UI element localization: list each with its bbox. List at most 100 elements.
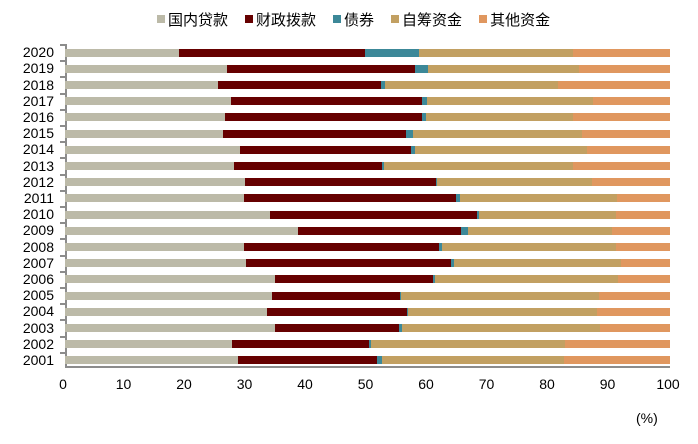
bar-segment — [65, 210, 271, 219]
bar-segment — [245, 259, 451, 268]
plot-area — [65, 44, 670, 368]
bar-segment — [178, 48, 366, 57]
bar-segment — [477, 210, 479, 219]
y-tick-label: 2001 — [22, 351, 54, 368]
legend-label: 债券 — [344, 10, 375, 29]
bar-row-2018 — [65, 81, 670, 89]
bar-segment — [591, 178, 670, 187]
y-tick-mark — [60, 125, 65, 127]
x-tick-label: 90 — [599, 376, 616, 392]
bar-segment — [450, 259, 454, 268]
y-tick-mark — [60, 141, 65, 144]
bar-segment — [371, 340, 565, 349]
y-tick-mark — [60, 270, 65, 273]
bar-segment — [454, 259, 621, 268]
bar-segment — [558, 81, 670, 89]
bar-segment — [460, 194, 617, 203]
bar-segment — [65, 259, 246, 268]
bar-segment — [365, 48, 419, 57]
legend-item: 债券 — [333, 9, 374, 30]
bar-segment — [478, 210, 617, 219]
bar-segment — [231, 340, 369, 349]
y-tick-label: 2007 — [22, 254, 54, 271]
bar-segment — [65, 162, 234, 170]
bar-segment — [421, 113, 427, 122]
legend-swatch-icon — [479, 15, 488, 23]
bar-segment — [245, 178, 436, 187]
x-tick-label: 0 — [59, 376, 67, 392]
bar-segment — [418, 48, 574, 57]
x-tick-label: 10 — [115, 376, 132, 392]
bar-row-2008 — [65, 243, 670, 251]
bar-segment — [611, 226, 670, 235]
y-tick-mark — [60, 44, 65, 46]
bar-row-2014 — [65, 145, 670, 154]
bar-segment — [267, 307, 407, 316]
bar-row-2009 — [65, 226, 670, 235]
bar-row-2006 — [65, 275, 670, 284]
bar-segment — [620, 259, 670, 268]
bar-segment — [65, 145, 240, 154]
bar-segment — [377, 356, 382, 365]
y-tick-mark — [60, 254, 65, 257]
y-tick-label: 2003 — [22, 319, 54, 336]
legend-item: 其他资金 — [479, 9, 550, 30]
bar-segment — [238, 356, 378, 365]
y-tick-label: 2019 — [22, 60, 54, 77]
bar-row-2013 — [65, 162, 670, 170]
y-tick-mark — [60, 76, 65, 79]
bar-segment — [593, 97, 670, 106]
legend-swatch-icon — [333, 15, 342, 23]
bar-segment — [65, 307, 268, 316]
bar-segment — [587, 145, 670, 154]
bar-row-2004 — [65, 307, 670, 316]
y-tick-mark — [60, 60, 65, 63]
bar-row-2012 — [65, 178, 670, 187]
bar-segment — [617, 275, 670, 284]
bar-segment — [421, 97, 427, 106]
y-tick-label: 2020 — [22, 44, 54, 61]
legend-swatch-icon — [391, 15, 400, 23]
bar-segment — [435, 275, 618, 284]
bar-segment — [65, 97, 231, 106]
y-tick-label: 2017 — [22, 92, 54, 109]
bar-segment — [599, 291, 670, 300]
x-tick-label: 60 — [418, 376, 434, 392]
bar-segment — [406, 129, 413, 138]
legend-item: 国内贷款 — [157, 9, 228, 30]
bar-row-2020 — [65, 48, 670, 57]
y-tick-label: 2011 — [23, 189, 54, 206]
bar-segment — [408, 307, 597, 316]
bar-row-2010 — [65, 210, 670, 219]
y-tick-mark — [60, 173, 65, 176]
bar-segment — [65, 129, 223, 138]
bar-segment — [582, 129, 670, 138]
bar-segment — [573, 162, 670, 170]
bar-segment — [599, 324, 670, 332]
legend-swatch-icon — [245, 15, 254, 23]
bar-segment — [368, 340, 372, 349]
y-tick-mark — [60, 287, 65, 289]
bar-segment — [427, 64, 580, 73]
bar-segment — [224, 113, 422, 122]
bar-segment — [426, 97, 594, 106]
x-tick-label: 50 — [357, 376, 374, 392]
bar-segment — [415, 64, 428, 73]
bar-segment — [415, 145, 588, 154]
y-tick-label: 2008 — [22, 238, 54, 255]
bar-segment — [467, 226, 612, 235]
bar-segment — [270, 210, 477, 219]
legend-item: 财政拨款 — [245, 9, 316, 30]
x-tick-label: 100 — [656, 376, 680, 392]
legend-label: 其他资金 — [490, 10, 551, 29]
bar-segment — [412, 129, 583, 138]
legend-label: 自筹资金 — [402, 10, 463, 29]
bar-segment — [65, 81, 219, 89]
y-tick-label: 2002 — [22, 335, 54, 352]
bar-segment — [616, 194, 670, 203]
bar-segment — [244, 194, 456, 203]
y-tick-mark — [60, 335, 65, 338]
bar-segment — [65, 194, 245, 203]
bar-segment — [65, 113, 225, 122]
bar-segment — [400, 291, 401, 300]
